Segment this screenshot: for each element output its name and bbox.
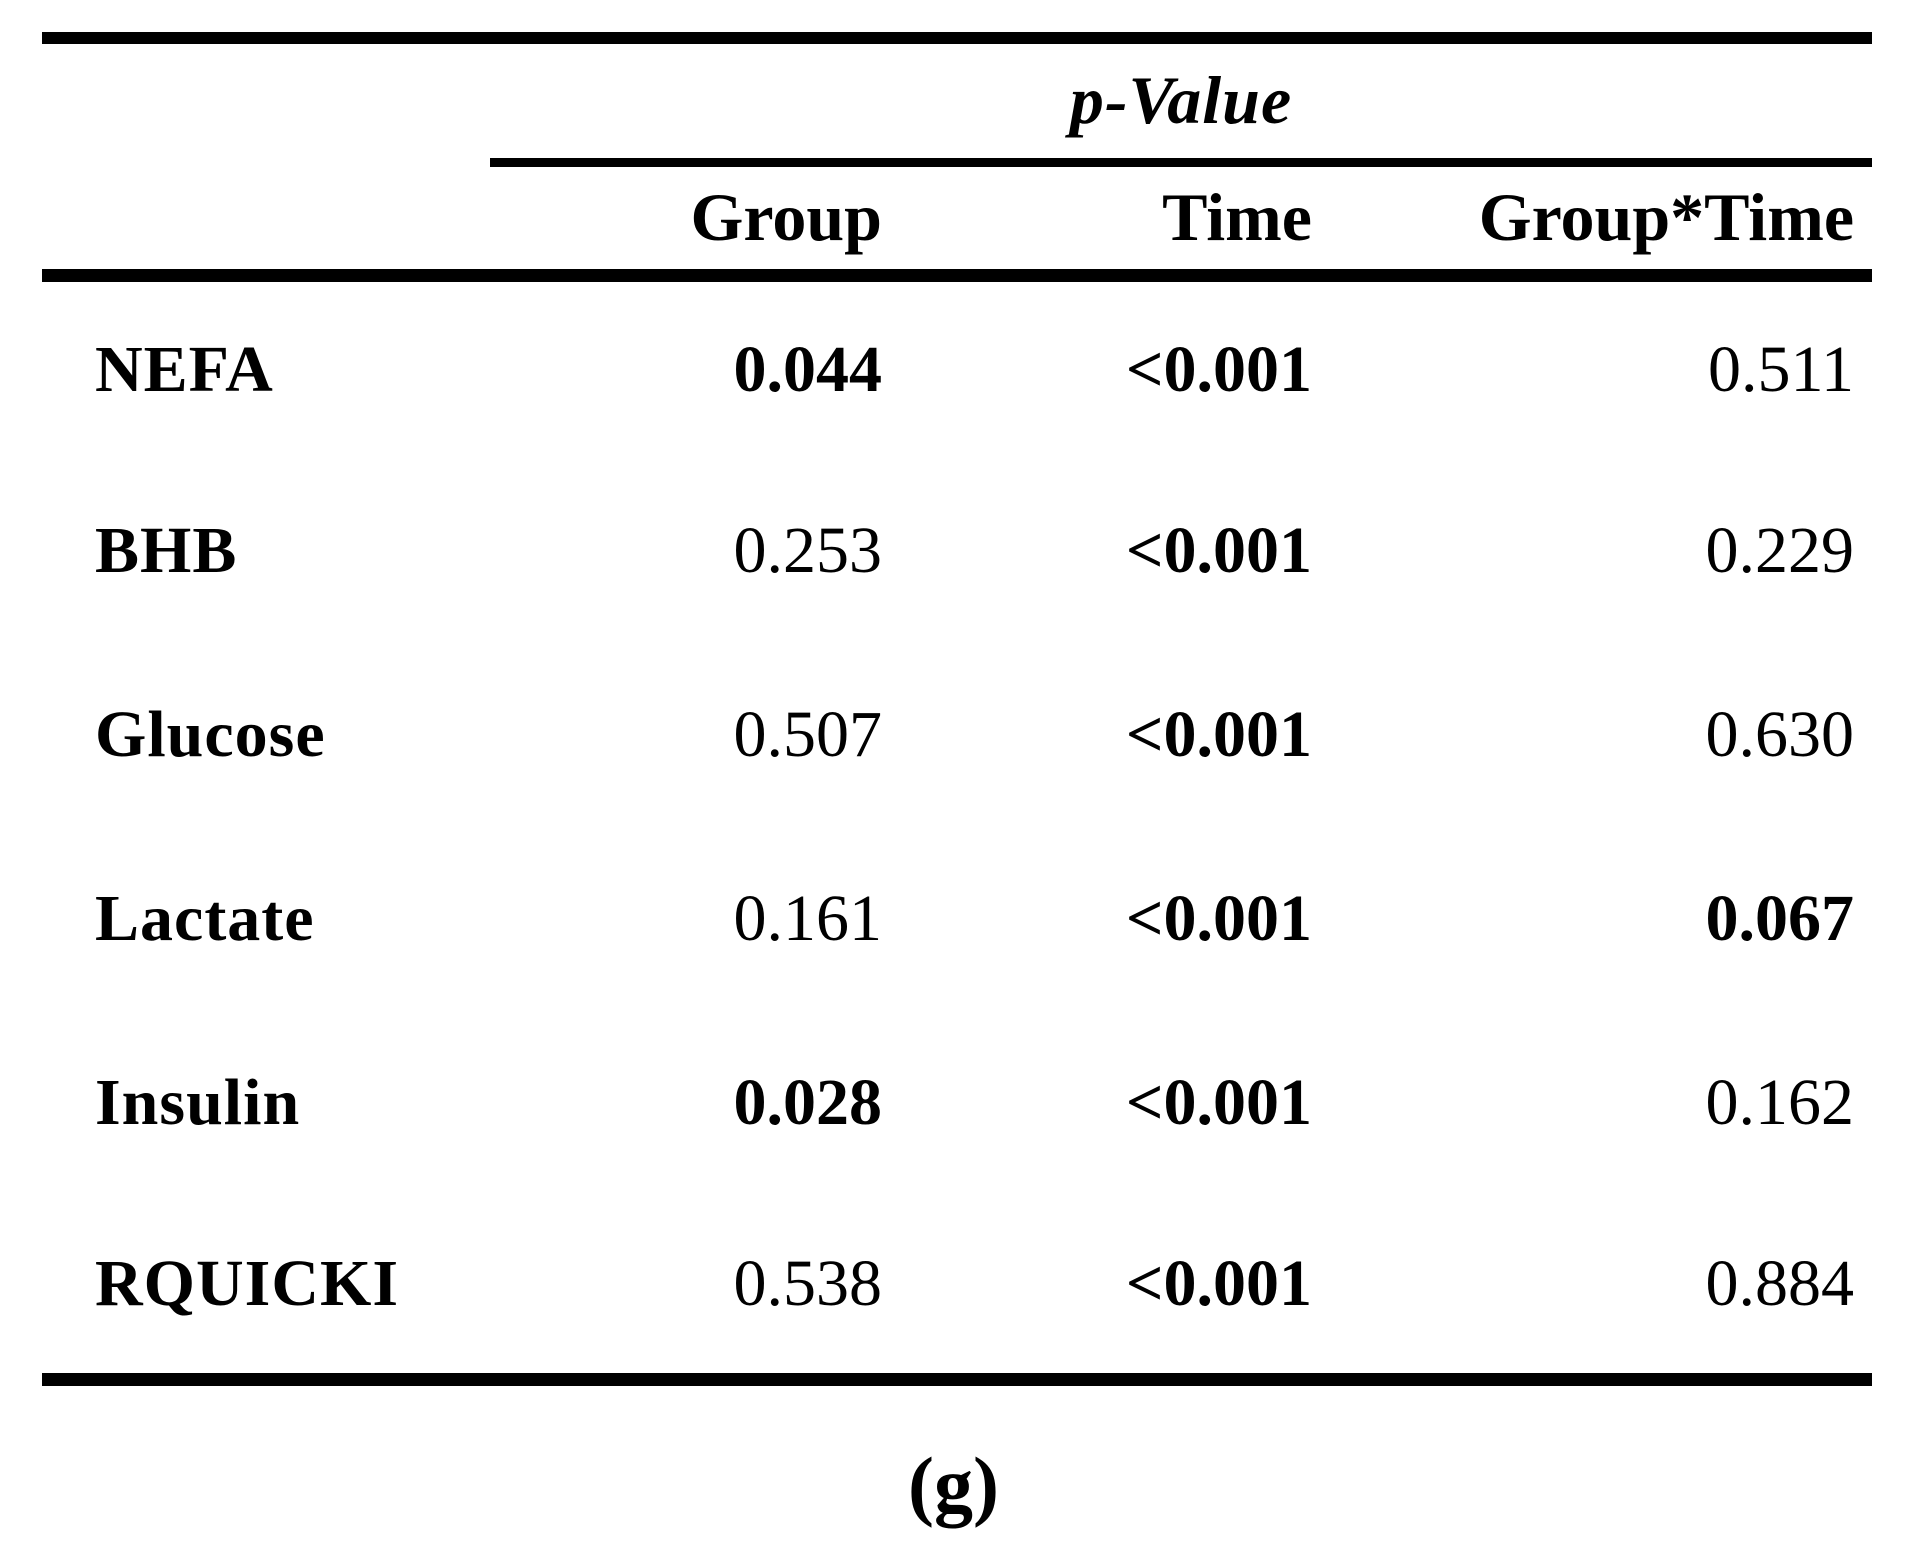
row-label: Insulin [95,1066,301,1139]
row-label: RQUICKI [42,1195,490,1386]
column-header-group-time: Group*Time [1322,162,1873,282]
p-value-cell: 0.884 [1322,1195,1873,1386]
p-value-cell: 0.161 [733,882,883,955]
table-row-nefa: NEFA 0.044 <0.001 0.511 [42,275,1872,459]
spanner-row-empty-cell [42,38,490,162]
table-row-glucose: Glucose 0.507 <0.001 0.630 [42,643,1872,827]
column-header-time: Time [892,162,1322,282]
p-value-cell: <0.001 [1125,333,1312,407]
p-value-table: p-Value Group Time Group*Time NEFA 0.044… [42,32,1873,1386]
p-value-cell: 0.028 [733,1066,883,1139]
p-value-cell: <0.001 [1125,1066,1312,1139]
p-value-cell: 0.507 [733,698,883,771]
p-value-cell: 0.253 [733,514,883,587]
row-label: NEFA [95,333,274,407]
row-label: Lactate [95,882,315,955]
subfigure-label: (g) [908,1441,999,1528]
p-value-cell: 0.162 [1705,1066,1855,1139]
p-value-cell: 0.067 [1705,882,1855,955]
spanner-row: p-Value [42,38,1873,167]
column-header-group: Group [490,162,892,282]
column-header-row: Group Time Group*Time [42,162,1873,282]
p-value-cell: <0.001 [1125,514,1312,587]
p-value-cell: <0.001 [1125,698,1312,771]
header-row-empty-cell [42,162,490,282]
table-row-bhb: BHB 0.253 <0.001 0.229 [42,459,1872,643]
table-row-lactate: Lactate 0.161 <0.001 0.067 [42,827,1872,1011]
row-label: BHB [95,514,238,587]
p-value-cell: 0.229 [1705,514,1855,587]
p-value-cell: 0.044 [733,333,883,407]
row-label: Glucose [95,698,326,771]
p-value-cell: <0.001 [892,1195,1322,1386]
table-row-insulin: Insulin 0.028 <0.001 0.162 [42,1011,1872,1195]
table-row-rquicki: RQUICKI 0.538 <0.001 0.884 [42,1195,1873,1386]
p-value-cell: 0.538 [490,1195,892,1386]
p-value-cell: <0.001 [1125,882,1312,955]
p-value-cell: 0.511 [1707,333,1855,407]
p-value-cell: 0.630 [1705,698,1855,771]
p-value-spanner-header: p-Value [490,38,1873,167]
